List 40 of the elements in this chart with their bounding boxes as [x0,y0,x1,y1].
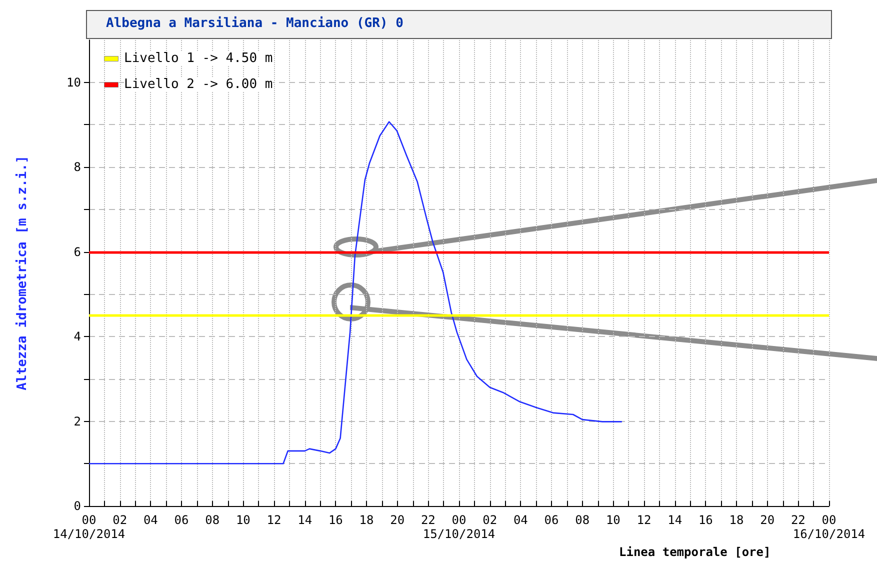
x-tick-label: 00 [82,513,96,527]
x-tick-label: 12 [636,513,652,527]
y-tick-label: 2 [74,414,81,428]
x-tick-label: 02 [112,513,128,527]
x-tick-label: 02 [482,513,498,527]
x-tick-label: 14 [298,513,312,527]
x-tick-label: 18 [359,513,374,527]
x-tick-label: 04 [513,513,528,527]
x-tick-label: 18 [729,513,744,527]
y-tick-label: 8 [74,160,81,174]
x-tick-label: 08 [205,513,220,527]
chart-title: Albegna a Marsiliana - Manciano (GR) 0 [106,16,404,31]
legend-label: Livello 1 -> 4.50 m [124,51,273,66]
y-tick-label: 10 [66,75,81,90]
x-tick-label: 00 [452,513,466,527]
text: 14/10/2014 [52,527,126,541]
text: 16/10/2014 [792,527,866,541]
x-tick-label: 04 [143,513,158,527]
x-tick-label: 14 [668,513,682,527]
x-tick-label: 06 [544,513,559,527]
legend-label: Livello 2 -> 6.00 m [124,77,273,92]
y-tick-label: 0 [74,499,81,513]
x-tick-label: 22 [420,513,436,527]
x-tick-label: 00 [822,513,836,527]
x-tick-label: 06 [174,513,189,527]
x-tick-label: 16 [698,513,713,527]
x-tick-label: 12 [266,513,282,527]
x-tick-label: 10 [236,513,250,527]
line-series [88,121,623,464]
x-tick-label: 16 [328,513,343,527]
x-tick-label: 20 [760,513,775,527]
x-tick-label: 10 [606,513,620,527]
x-tick-label: 20 [390,513,405,527]
x-axis-title: Linea temporale [ore] [619,545,771,559]
text: 15/10/2014 [422,527,496,541]
y-axis-title: Altezza idrometrica [m s.z.i.] [15,156,30,390]
y-tick-label: 4 [74,330,81,344]
x-tick-label: 22 [790,513,806,527]
x-tick-label: 08 [575,513,590,527]
y-tick-label: 6 [74,244,81,259]
